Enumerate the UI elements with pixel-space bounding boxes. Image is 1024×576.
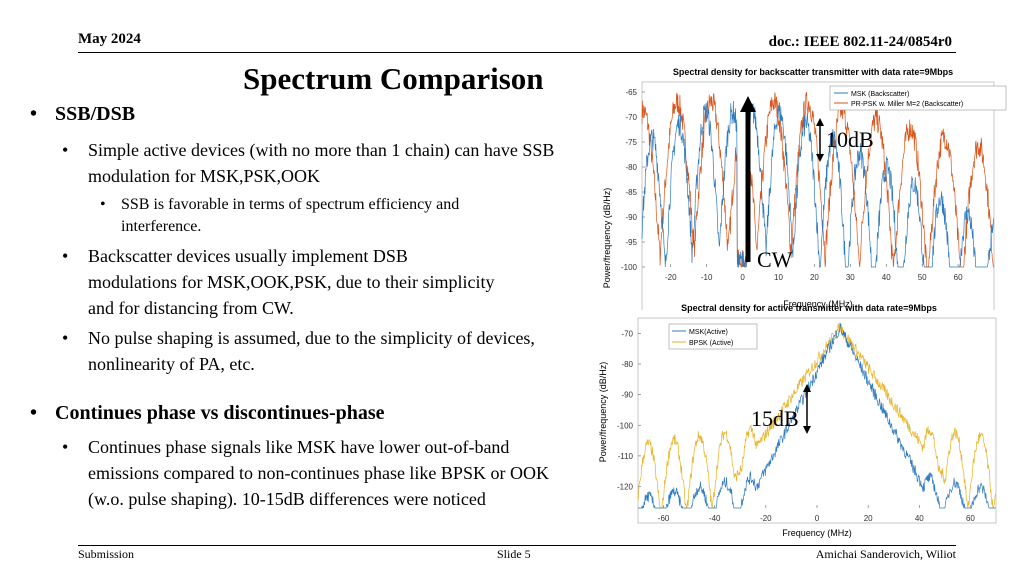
footer-slide-number: Slide 5 [497,547,531,561]
chart2-ylabel: Power/frequency (dB/Hz) [598,362,608,463]
y-tick-label: -100 [617,421,634,430]
x-tick-label: 60 [966,514,975,523]
chart1-xlabel: Frequency (MHz) [783,299,853,309]
x-tick-label: 60 [954,273,963,282]
x-tick-label: 0 [815,514,820,523]
cw-arrow-head [740,96,756,112]
arrow-10db-head-bottom [816,154,824,162]
x-tick-label: 40 [882,273,891,282]
y-tick-label: -100 [621,263,638,272]
x-tick-label: -10 [701,273,713,282]
annotation-10db: 10dB [826,127,874,152]
chart2-series [637,322,996,510]
y-tick-label: -65 [625,88,637,97]
arrow-15db-head-bottom [803,426,811,434]
chart2-legend [668,323,758,350]
chart1-legend [829,85,1007,111]
chart1-title: Spectral density for backscatter transmi… [673,67,953,77]
bullet-simple-active-text: Simple active devices (with no more than… [88,140,555,186]
bullet-continues-phase-text: Continues phase vs discontinues-phase [55,402,385,424]
x-tick-label: -40 [709,514,721,523]
annotation-15db: 15dB [751,406,799,431]
arrow-10db-head-top [816,118,824,126]
footer-submission: Submission [78,547,135,561]
chart2-xlabel: Frequency (MHz) [782,528,852,538]
y-tick-label: -90 [625,213,637,222]
y-tick-label: -70 [625,113,637,122]
chart1-ticks: -20 -10 0 10 20 30 40 50 60-65-70-75-80-85-90-95… [621,88,963,282]
annotation-cw: CW [757,247,793,272]
bullet-ssb-dsb-text: SSB/DSB [55,103,136,125]
x-tick-label: 50 [918,273,927,282]
footer-author: Amichai Sanderovich, Wiliot [815,547,956,561]
y-tick-label: -95 [625,238,637,247]
chart2-title: Spectral density for active transmitter … [681,303,937,313]
x-tick-label: 0 [740,273,745,282]
x-tick-label: -20 [665,273,677,282]
header-rule [78,52,956,53]
series-prpsk [641,91,994,268]
series-bpsk [637,322,996,509]
series-msk-active [638,323,996,510]
x-tick-label: 20 [864,514,873,523]
slide-title: Spectrum Comparison [243,61,544,96]
y-tick-label: -110 [618,452,634,461]
bullet-no-pulse-shaping-text: No pulse shaping is assumed, due to the … [88,328,535,374]
chart1-ylabel: Power/frequency (dB/Hz) [602,188,612,289]
x-tick-label: 30 [846,273,855,282]
chart1-legend-prpsk: PR-PSK w. Miller M=2 (Backscatter) [851,101,963,108]
series-msk [641,100,995,269]
y-tick-label: -70 [621,329,633,338]
x-tick-label: -60 [658,514,670,523]
x-tick-label: -20 [760,514,772,523]
x-tick-label: 10 [774,273,783,282]
chart-active: Spectral density for active transmitter … [598,303,997,538]
x-tick-label: 20 [810,273,819,282]
bullet-msk-lower-oob-text: Continues phase signals like MSK have lo… [88,437,549,509]
arrow-15db-head-top [803,384,811,392]
footer-rule [78,545,956,546]
header-doc-id: doc.: IEEE 802.11-24/0854r0 [768,34,952,50]
chart2-legend-bpsk: BPSK (Active) [689,340,733,347]
y-tick-label: -75 [625,138,637,147]
y-tick-label: -80 [621,360,633,369]
y-tick-label: -90 [621,391,633,400]
chart-backscatter: Spectral density for backscatter transmi… [602,67,1007,310]
chart1-legend-msk: MSK (Backscatter) [851,91,909,98]
y-tick-label: -80 [625,163,637,172]
y-tick-label: -120 [617,483,634,492]
bullet-ssb-favorable-text: SSB is favorable in terms of spectrum ef… [121,196,460,235]
chart1-series [641,91,995,269]
x-tick-label: 40 [915,514,924,523]
chart2-ticks: -60 -40 -20 0 20 40 60 -70 -80 -90 -100 -110 -120 [617,329,975,523]
chart2-axes-box [637,317,997,524]
chart2-legend-msk: MSK(Active) [689,329,728,336]
header-date: May 2024 [78,31,141,47]
y-tick-label: -85 [625,188,637,197]
bullet-backscatter-dsb-text: Backscatter devices usually implement DS… [88,246,495,318]
